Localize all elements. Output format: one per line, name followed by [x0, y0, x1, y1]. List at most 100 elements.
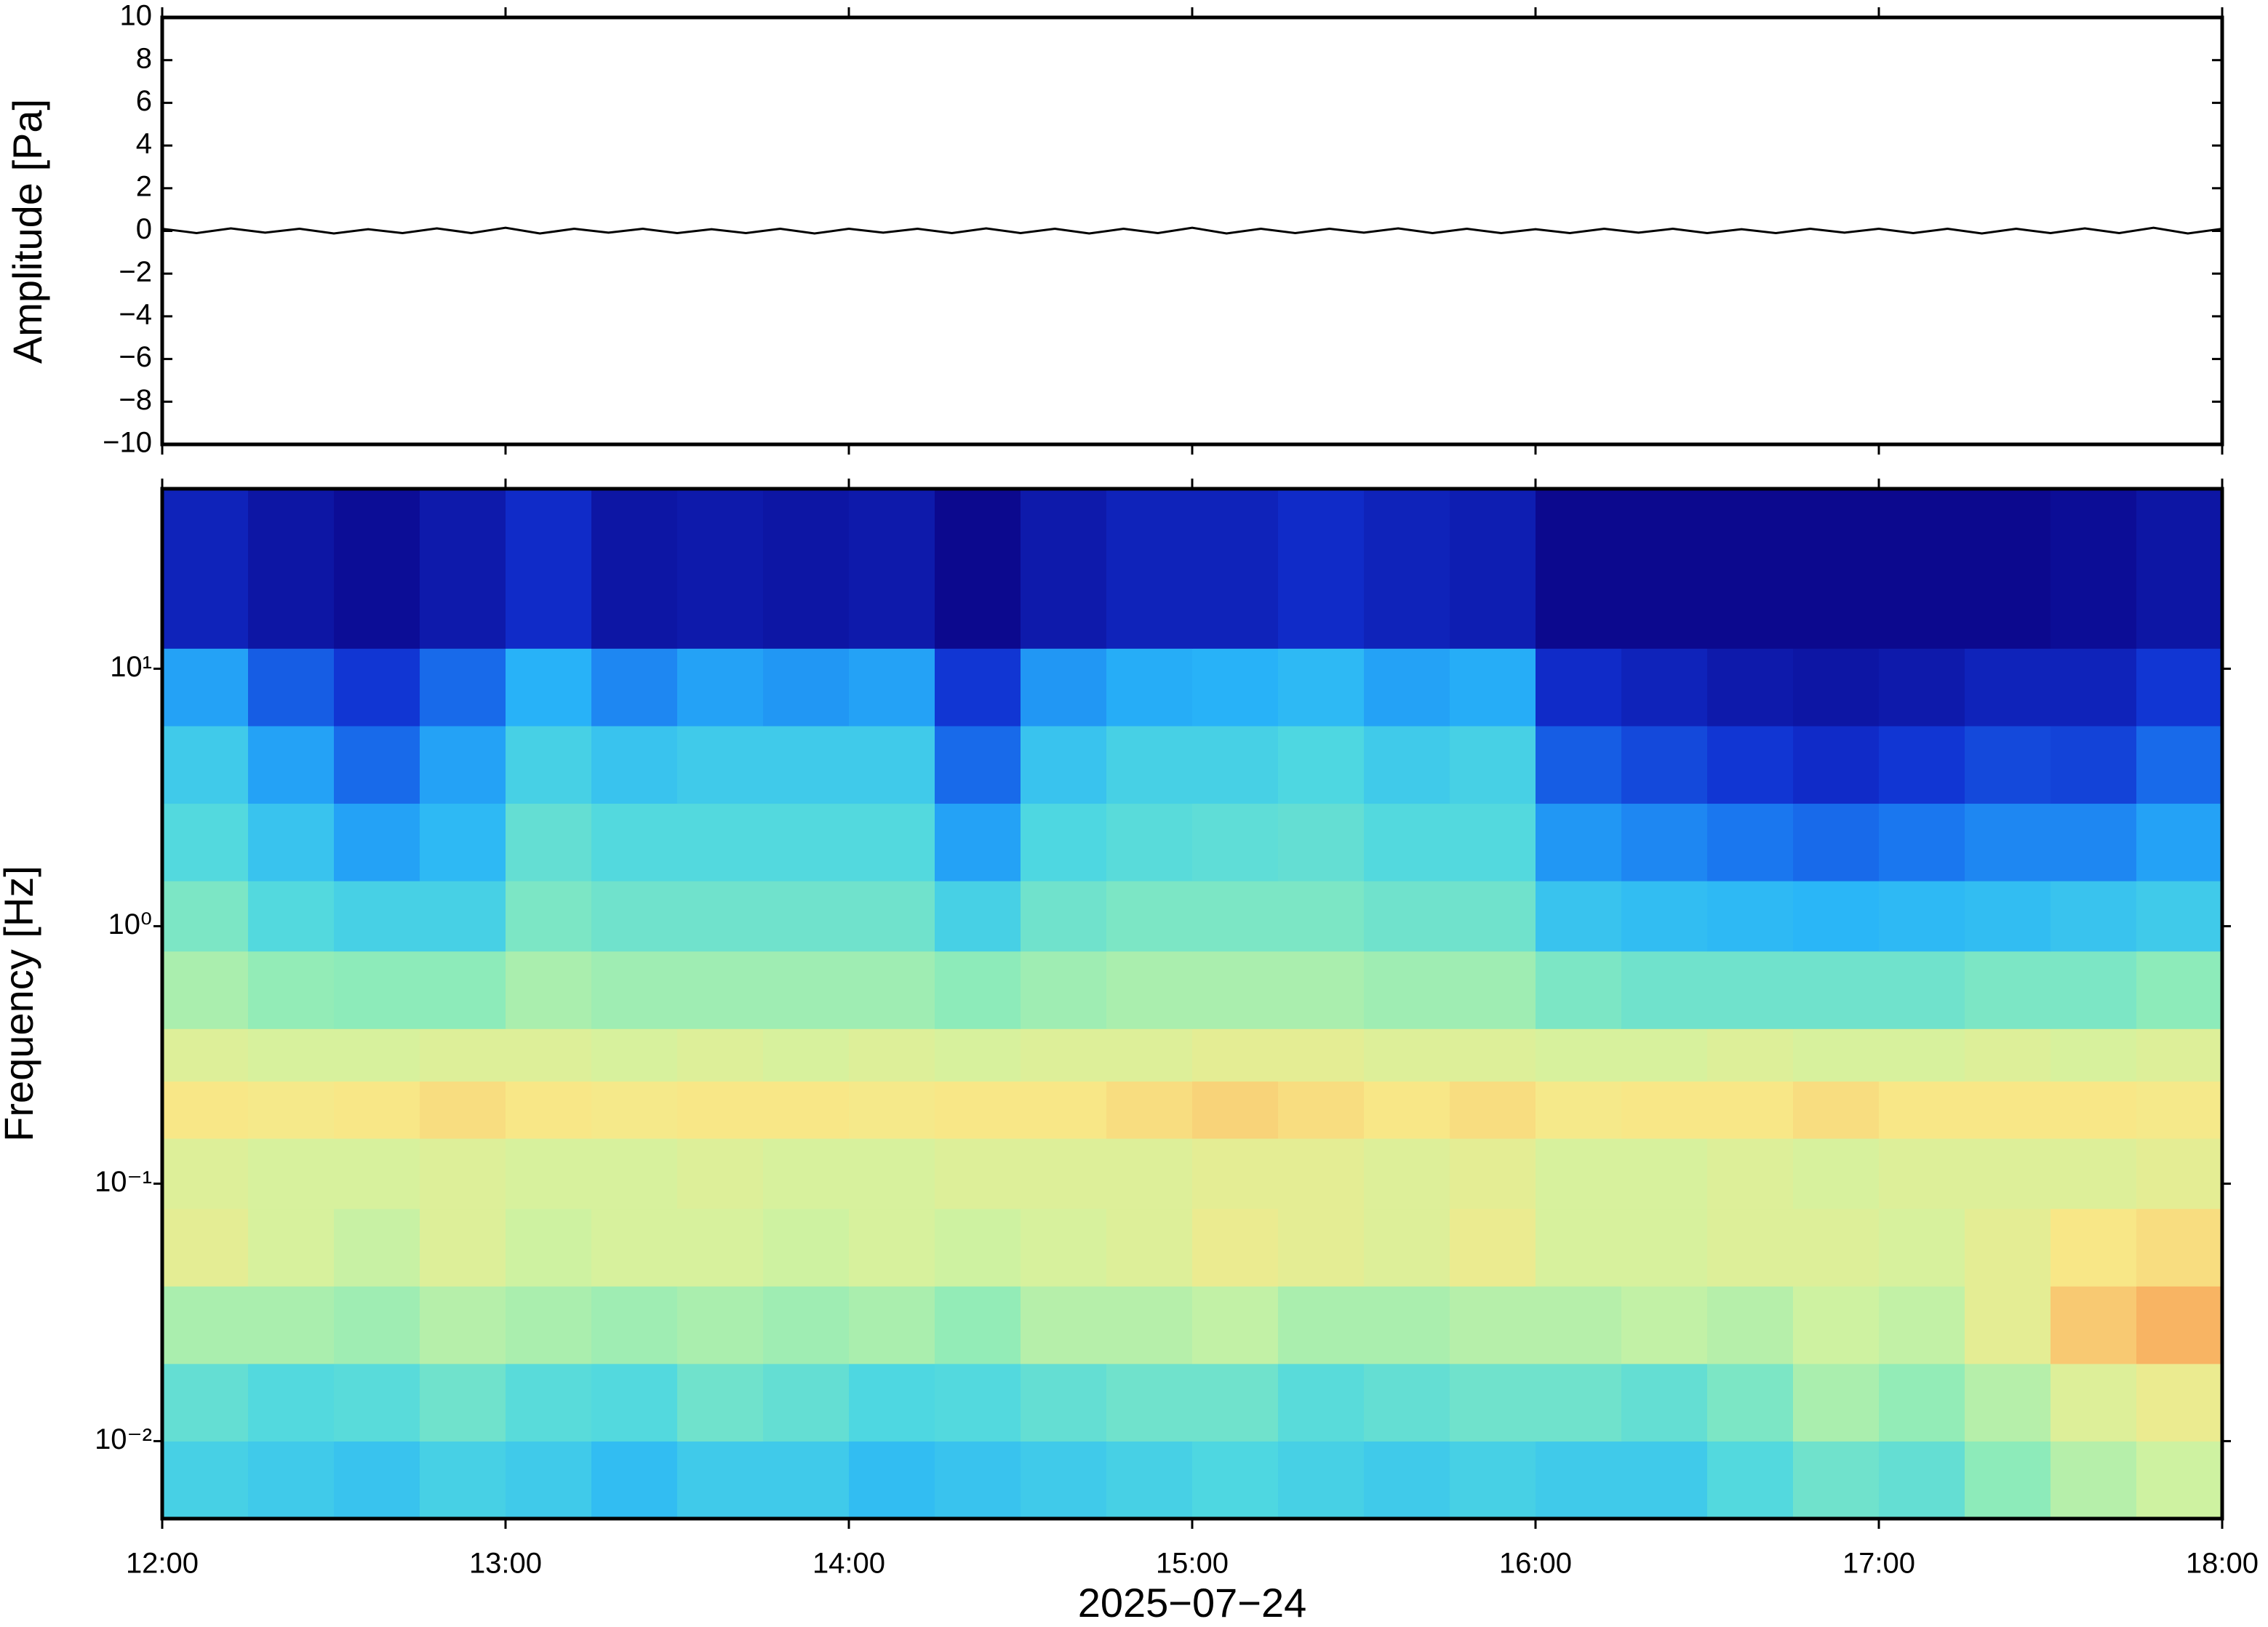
heat-cell [2051, 1363, 2137, 1442]
heat-cell [1021, 489, 1107, 649]
heat-cell [677, 1208, 764, 1287]
heat-cell [1879, 1138, 1965, 1210]
x-tick-label: 15:00 [1156, 1548, 1229, 1580]
heat-cell [1879, 1081, 1965, 1139]
heat-cell [420, 1028, 506, 1082]
heat-cell [1965, 1208, 2051, 1287]
heat-cell [162, 1286, 249, 1364]
heat-cell [2051, 951, 2137, 1029]
heat-cell [162, 648, 249, 727]
heat-cell [677, 648, 764, 727]
heat-cell [1965, 1081, 2051, 1139]
heat-cell [2051, 1441, 2137, 1519]
heat-cell [506, 648, 592, 727]
heat-cell [1536, 1028, 1622, 1082]
heat-cell [1536, 1081, 1622, 1139]
heat-cell [849, 1441, 935, 1519]
heat-cell [1192, 951, 1279, 1029]
y-tick-label: −6 [119, 341, 152, 373]
heat-cell [935, 725, 1021, 804]
heat-cell [1192, 1441, 1279, 1519]
heat-cell [677, 725, 764, 804]
heat-cell [1707, 951, 1794, 1029]
heat-cell [591, 725, 678, 804]
heat-cell [1192, 1363, 1279, 1442]
heat-cell [1536, 648, 1622, 727]
heat-cell [2136, 1441, 2223, 1519]
heat-cell [1965, 1363, 2051, 1442]
heat-cell [677, 1363, 764, 1442]
heat-cell [1879, 725, 1965, 804]
heat-cell [1707, 1208, 1794, 1287]
heat-cell [506, 1363, 592, 1442]
heat-cell [1621, 725, 1708, 804]
heat-cell [334, 1208, 420, 1287]
heat-cell [506, 1441, 592, 1519]
heat-cell [849, 1286, 935, 1364]
heat-cell [1278, 489, 1365, 649]
heat-cell [162, 1081, 249, 1139]
heat-cell [2051, 1286, 2137, 1364]
heat-cell [935, 1441, 1021, 1519]
heat-cell [677, 881, 764, 952]
heat-cell [1021, 1286, 1107, 1364]
heat-cell [1793, 1208, 1880, 1287]
heat-cell [849, 489, 935, 649]
heat-cell [2051, 1208, 2137, 1287]
plot-frame [160, 487, 2224, 1521]
heat-cell [2136, 1028, 2223, 1082]
heat-cell [2136, 725, 2223, 804]
heat-cell [1278, 951, 1365, 1029]
heat-cell [1021, 1363, 1107, 1442]
heat-cell [591, 1441, 678, 1519]
heat-cell [1278, 725, 1365, 804]
x-tick-label: 18:00 [2186, 1548, 2259, 1580]
heat-cell [1278, 1286, 1365, 1364]
heat-cell [849, 1028, 935, 1082]
heat-cell [1021, 648, 1107, 727]
heat-cell [1621, 648, 1708, 727]
heat-cell [763, 1286, 850, 1364]
heat-cell [162, 1138, 249, 1210]
heat-cell [2051, 803, 2137, 882]
heat-cell [1621, 1081, 1708, 1139]
heat-cell [248, 951, 335, 1029]
heat-cell [935, 803, 1021, 882]
y-tick-label: 10¹ [110, 651, 152, 683]
heat-cell [1364, 489, 1450, 649]
heat-cell [1106, 489, 1193, 649]
heat-cell [1021, 1028, 1107, 1082]
heat-cell [1536, 1441, 1622, 1519]
heat-cell [2051, 1081, 2137, 1139]
x-tick-label: 14:00 [812, 1548, 885, 1580]
heat-cell [677, 951, 764, 1029]
heat-cell [2051, 489, 2137, 649]
heat-cell [248, 1286, 335, 1364]
heat-cell [1106, 648, 1193, 727]
heat-cell [162, 489, 249, 649]
heat-cell [420, 1286, 506, 1364]
heat-cell [1278, 1138, 1365, 1210]
heat-cell [2136, 489, 2223, 649]
heat-cell [248, 1208, 335, 1287]
heat-cell [1879, 489, 1965, 649]
heat-cell [334, 1441, 420, 1519]
heat-cell [1450, 1441, 1536, 1519]
heat-cell [677, 1028, 764, 1082]
heat-cell [1879, 648, 1965, 727]
heat-cell [763, 489, 850, 649]
heat-cell [1450, 1286, 1536, 1364]
heat-cell [1536, 489, 1622, 649]
heat-cell [591, 1138, 678, 1210]
heat-cell [1707, 1028, 1794, 1082]
y-axis-title: Frequency [Hz] [0, 866, 41, 1142]
heat-cell [1965, 489, 2051, 649]
heat-cell [1364, 1138, 1450, 1210]
heat-cell [1879, 1028, 1965, 1082]
heat-cell [420, 881, 506, 952]
heat-cell [935, 1028, 1021, 1082]
heat-cell [1793, 1363, 1880, 1442]
heat-cell [2136, 1286, 2223, 1364]
heat-cell [420, 648, 506, 727]
heat-cell [162, 1208, 249, 1287]
